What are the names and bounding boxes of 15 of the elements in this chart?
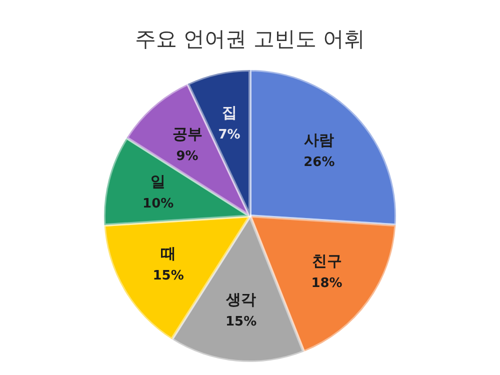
data-label: 9% (176, 148, 198, 164)
data-label: 18% (311, 276, 342, 291)
slice-label: 친구 (312, 252, 342, 270)
data-label: 15% (152, 268, 184, 284)
slice-label: 때 (160, 244, 176, 262)
data-label: 15% (226, 314, 257, 330)
chart-title: 주요 언어권 고빈도 어휘 (134, 27, 366, 51)
slice-label: 생각 (225, 290, 256, 308)
slice-label: 공부 (172, 124, 202, 143)
data-label: 10% (142, 196, 174, 212)
slice-label: 사람 (304, 131, 334, 150)
data-label: 26% (304, 155, 335, 170)
slice-label: 일 (150, 172, 166, 190)
data-label: 7% (218, 127, 240, 142)
slice-label: 집 (222, 103, 237, 122)
